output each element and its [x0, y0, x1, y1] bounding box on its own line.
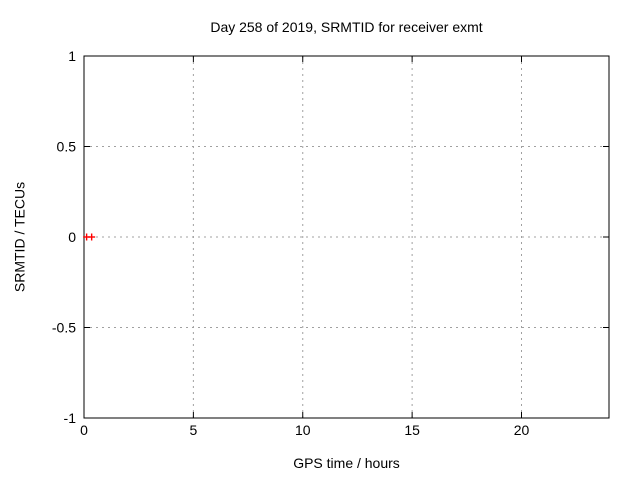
y-tick-label: 0.5 [57, 139, 77, 155]
x-tick-label: 10 [295, 422, 311, 438]
x-tick-label: 20 [514, 422, 530, 438]
x-axis-label: GPS time / hours [293, 455, 400, 471]
y-tick-label: 0 [68, 229, 76, 245]
y-tick-label: 1 [68, 48, 76, 64]
y-tick-label: -0.5 [52, 320, 76, 336]
x-tick-label: 0 [80, 422, 88, 438]
y-tick-label: -1 [64, 410, 77, 426]
chart-title: Day 258 of 2019, SRMTID for receiver exm… [210, 19, 483, 35]
x-tick-label: 5 [189, 422, 197, 438]
x-tick-label: 15 [404, 422, 420, 438]
